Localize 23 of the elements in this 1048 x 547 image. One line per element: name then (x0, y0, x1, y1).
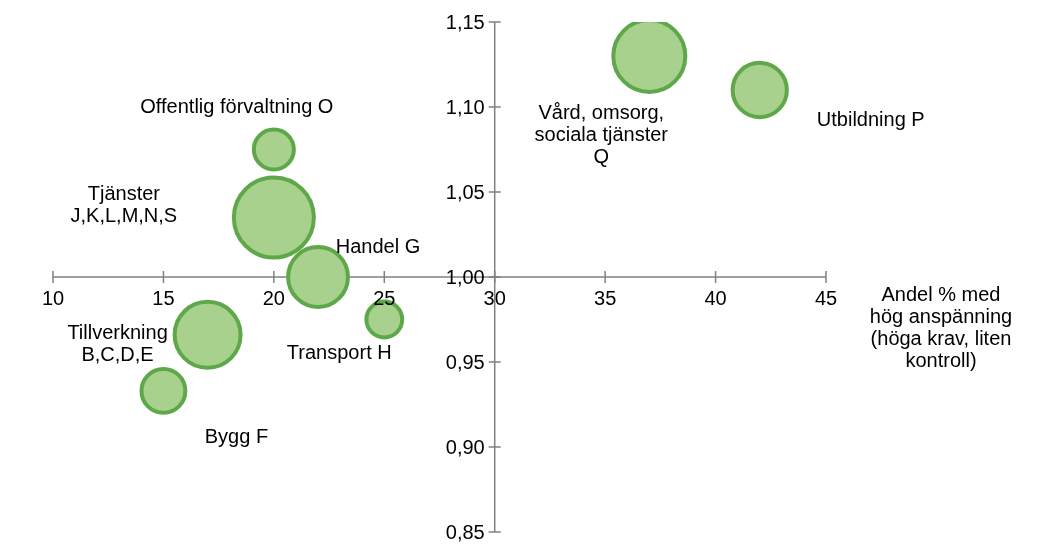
series-label: Vård, omsorg, sociala tjänster Q (534, 101, 669, 167)
y-tick-label: 1,05 (445, 181, 485, 203)
y-tick-label: 0,90 (445, 436, 485, 458)
x-tick-label: 35 (594, 287, 617, 309)
x-tick-label: 45 (814, 287, 838, 309)
x-tick-label: 40 (704, 287, 727, 309)
y-tick-label: 0,85 (445, 521, 485, 543)
x-tick-label: 30 (483, 287, 506, 309)
series-label: Tillverkning B,C,D,E (67, 320, 168, 365)
x-tick-label: 20 (262, 287, 285, 309)
x-tick-label: 10 (41, 287, 65, 309)
y-tick-label: 0,95 (445, 351, 485, 373)
series-label: Transport H (286, 340, 392, 363)
x-tick-label: 15 (152, 287, 175, 309)
y-tick-label: 1,15 (445, 11, 485, 33)
y-tick-label: 1,10 (445, 96, 485, 118)
series-label: Bygg F (204, 424, 269, 447)
text: Tjänster J,K,L,M,N,S (70, 181, 178, 226)
x-axis-title: Andel % med hög anspänning (höga krav, liten kontroll) (869, 283, 1013, 371)
series-label: Handel G (335, 235, 421, 257)
series-label: Utbildning P (816, 108, 925, 130)
series-label: Offentlig förvaltning O (140, 94, 334, 117)
y-tick-label: 1,00 (445, 266, 485, 288)
